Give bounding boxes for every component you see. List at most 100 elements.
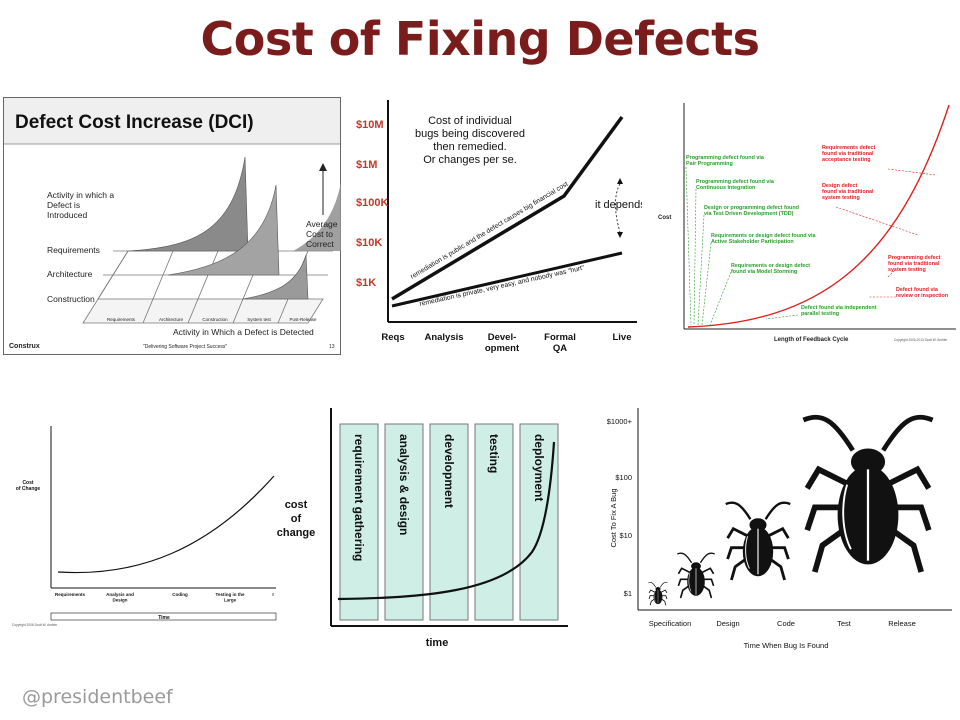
- phases-curve: [337, 441, 556, 601]
- dci-row-label: Architecture: [47, 269, 93, 279]
- depends-y-tick: $1M: [356, 159, 377, 171]
- dci-surface-architecture: [167, 184, 280, 276]
- dci-x-tick: Architecture: [159, 317, 184, 322]
- feedback-copyright: Copyright 2006-2013 Scott W. Ambler: [894, 338, 948, 342]
- phase-column: [339, 423, 379, 621]
- bugs-y-tick: $10: [619, 531, 632, 540]
- feedback-figure: Cost Length of Feedback Cycle Copyright …: [656, 97, 958, 347]
- dci-x-tick: Construction: [202, 317, 228, 322]
- dci-row-labels: Requirements Architecture Construction: [47, 245, 100, 304]
- dci-surface-construction: [242, 254, 309, 300]
- phase-column-label: testing: [487, 434, 501, 473]
- depends-range-arrow: [615, 183, 621, 233]
- feedback-red-note: Requirements defect found via traditional…: [822, 145, 876, 163]
- depends-upper-line-label: remediation is public and the defect cau…: [409, 181, 569, 281]
- feedback-green-note: Defect found via independent parallel tes…: [801, 305, 877, 317]
- bug-icon: [677, 552, 715, 599]
- depends-label: it depends!: [595, 199, 642, 211]
- feedback-green-note: Programming defect found via Continuous I…: [696, 179, 775, 191]
- bug-icon: [648, 582, 668, 606]
- depends-y-tick: $10K: [356, 237, 382, 249]
- depends-y-tick: $10M: [356, 119, 384, 131]
- dci-surface-requirements-ridge: [127, 156, 249, 252]
- feedback-y-label: Cost: [658, 215, 671, 221]
- phases-figure: requirement gathering analysis & design de…: [272, 402, 572, 654]
- change-x-tick: Testing in the Large: [216, 592, 245, 603]
- depends-x-tick: Devel-opment: [485, 332, 520, 354]
- feedback-green-note: Requirements or design defect found via M…: [731, 263, 810, 275]
- dci-surface-requirements: [128, 181, 341, 251]
- depends-lower-line: [391, 251, 623, 308]
- dci-x-tick: System test: [247, 317, 271, 322]
- change-copyright: Copyright 2006 Scott W. Ambler: [12, 623, 58, 627]
- slide-title: Cost of Fixing Defects: [200, 12, 760, 66]
- phase-column: [474, 423, 514, 621]
- bugs-figure: $1000+ $100 $10 $1 Cost To Fix A Bug Specif…: [600, 400, 956, 654]
- bugs-x-tick: Code: [777, 619, 795, 628]
- feedback-green-note: Design or programming defect found via Te…: [704, 205, 799, 217]
- feedback-chart: Cost Length of Feedback Cycle Copyright …: [658, 103, 956, 343]
- phases-x-label: time: [426, 637, 449, 649]
- bug-icon: [725, 501, 791, 581]
- phase-column: [429, 423, 469, 621]
- feedback-green-note: Requirements or design defect found via A…: [711, 233, 817, 245]
- change-x-ticks: Requirements Analysis and Design Coding Test…: [55, 592, 274, 603]
- depends-figure: $10M $1M $100K $10K $1K Reqs Analysis Devel-op…: [352, 92, 642, 360]
- depends-note: Cost of individual bugs being discovered t…: [415, 115, 525, 166]
- dci-title: Defect Cost Increase (DCI): [15, 112, 254, 133]
- feedback-green-note: Programming defect found via Pair Program…: [686, 155, 765, 167]
- phase-column-label: requirement gathering: [352, 434, 366, 561]
- change-chart: Cost of Change Requirements Analysis and De…: [12, 426, 277, 627]
- feedback-green-pointers: [685, 166, 799, 326]
- phase-column-label: deployment: [532, 434, 546, 501]
- credit-handle: @presidentbeef: [22, 686, 173, 708]
- change-x-tick: I: [272, 592, 273, 597]
- bugs-y-ticks: $1000+ $100 $10 $1: [607, 417, 633, 598]
- dci-x-tick: Post-Release: [289, 317, 317, 322]
- bugs-icons: [648, 414, 934, 606]
- bug-icon: [802, 414, 934, 573]
- depends-lower-line-label: remediation is private, very easy, and n…: [419, 264, 586, 307]
- feedback-red-pointers: [835, 168, 937, 298]
- bugs-y-tick: $1000+: [607, 417, 633, 426]
- bugs-x-ticks: Specification Design Code Test Release: [649, 619, 916, 628]
- change-y-label: Cost of Change: [16, 480, 41, 492]
- depends-x-tick: Formal QA: [544, 332, 576, 354]
- change-x-tick: Analysis and Design: [106, 592, 134, 603]
- phase-column: [519, 423, 559, 621]
- bugs-y-tick: $1: [624, 589, 632, 598]
- dci-row-label: Requirements: [47, 245, 100, 255]
- bugs-x-tick: Specification: [649, 619, 692, 628]
- dci-row-label: Construction: [47, 294, 95, 304]
- depends-x-tick: Analysis: [424, 332, 463, 343]
- change-x-tick: Coding: [172, 592, 188, 597]
- phases-columns: requirement gathering analysis & design de…: [339, 423, 559, 621]
- depends-upper-line: [391, 115, 624, 301]
- depends-x-ticks: Reqs Analysis Devel-opment Formal QA Live: [381, 332, 631, 354]
- dci-x-tick: Requirements: [107, 317, 136, 322]
- dci-y-note: Activity in which a Defect is Introduced: [47, 190, 114, 220]
- depends-x-tick: Live: [612, 332, 631, 343]
- dci-x-ticks: Requirements Architecture Construction Syst…: [107, 317, 317, 322]
- change-curve: [57, 475, 275, 574]
- depends-chart: $10M $1M $100K $10K $1K Reqs Analysis Devel-op…: [356, 100, 642, 354]
- dci-footer-center: "Delivering Software Project Success": [143, 344, 227, 350]
- depends-y-tick: $100K: [356, 197, 388, 209]
- dci-footer-left: Construx: [9, 343, 40, 350]
- depends-x-tick: Reqs: [381, 332, 404, 343]
- dci-side-label: Average Cost to Correct: [306, 219, 338, 249]
- feedback-red-note: Programming defect found via traditional s…: [888, 255, 941, 273]
- depends-y-tick: $1K: [356, 277, 376, 289]
- phases-y-label: cost of change: [277, 499, 316, 539]
- bugs-y-tick: $100: [615, 473, 632, 482]
- feedback-red-note: Design defect found via traditional system…: [822, 183, 874, 201]
- bugs-chart: $1000+ $100 $10 $1 Cost To Fix A Bug Specif…: [607, 408, 952, 650]
- phases-chart: requirement gathering analysis & design de…: [277, 408, 568, 649]
- dci-x-label: Activity in Which a Defect is Detected: [173, 327, 314, 337]
- phase-column-label: development: [442, 434, 456, 508]
- feedback-green-notes: Programming defect found via Pair Program…: [686, 155, 877, 317]
- change-x-label: Time: [158, 615, 170, 621]
- feedback-curve: [687, 104, 950, 328]
- phase-column-label: analysis & design: [397, 434, 411, 535]
- bugs-y-label: Cost To Fix A Bug: [609, 488, 618, 547]
